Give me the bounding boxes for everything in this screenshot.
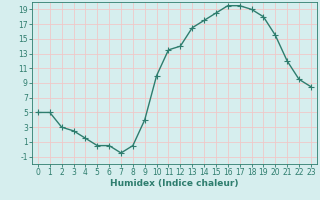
X-axis label: Humidex (Indice chaleur): Humidex (Indice chaleur) <box>110 179 239 188</box>
